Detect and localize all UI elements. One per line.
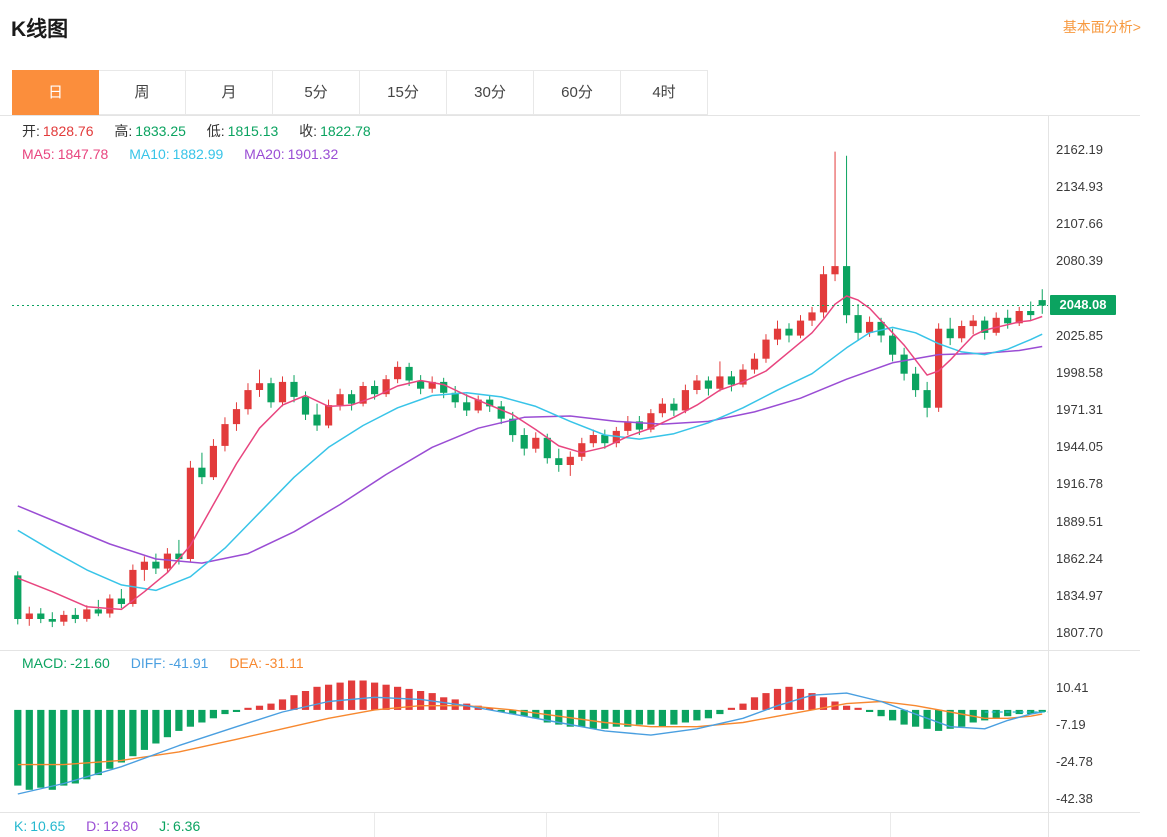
- dea-label: DEA:: [229, 655, 262, 671]
- tab-4hour[interactable]: 4时: [621, 70, 708, 115]
- ohlc-open-value: 1828.76: [42, 123, 94, 139]
- macd-chart[interactable]: [12, 650, 1048, 812]
- macd-value: -21.60: [70, 655, 110, 671]
- macd-label: MACD:: [22, 655, 68, 671]
- ma5-legend: MA5: 1847.78: [22, 146, 111, 162]
- axis-label: -24.78: [1056, 754, 1093, 769]
- axis-label: 1834.97: [1056, 587, 1103, 603]
- diff-value: -41.91: [168, 655, 209, 671]
- dea-legend: DEA: -31.11: [229, 655, 306, 671]
- kdj-legend: K: 10.65 D: 12.80 J: 6.36: [14, 818, 217, 834]
- ma10-legend: MA10: 1882.99: [129, 146, 226, 162]
- ma20-label: MA20:: [244, 146, 285, 162]
- ohlc-close-value: 1822.78: [320, 123, 371, 139]
- axis-label: 2025.85: [1056, 327, 1103, 343]
- divider-macd: [0, 650, 1140, 651]
- axis-label: -42.38: [1056, 791, 1093, 806]
- axis-label: 1944.05: [1056, 439, 1103, 455]
- page-title: K线图: [11, 18, 69, 41]
- ohlc-low-value: 1815.13: [227, 123, 279, 139]
- axis-label: 1998.58: [1056, 364, 1103, 380]
- ohlc-close-label: 收:: [299, 123, 318, 139]
- ma10-label: MA10:: [129, 146, 170, 162]
- ohlc-high-label: 高:: [114, 123, 133, 139]
- j-label: J:: [159, 818, 170, 834]
- tab-5min[interactable]: 5分: [273, 70, 360, 115]
- grid-tick: [546, 813, 547, 837]
- ma20-value: 1901.32: [287, 146, 339, 162]
- current-price-badge: 2048.08: [1050, 295, 1116, 315]
- axis-separator: [1048, 115, 1049, 837]
- j-value: 6.36: [173, 818, 201, 834]
- grid-tick: [374, 813, 375, 837]
- tab-15min[interactable]: 15分: [360, 70, 447, 115]
- tab-day[interactable]: 日: [12, 70, 99, 115]
- diff-label: DIFF:: [130, 655, 166, 671]
- axis-label: 1971.31: [1056, 402, 1103, 418]
- ohlc-high-value: 1833.25: [135, 123, 186, 139]
- ma10-value: 1882.99: [172, 146, 224, 162]
- ma5-value: 1847.78: [57, 146, 109, 162]
- axis-label: 1916.78: [1056, 476, 1103, 492]
- tab-month[interactable]: 月: [186, 70, 273, 115]
- axis-label: 1889.51: [1056, 513, 1103, 529]
- dea-value: -31.11: [265, 655, 304, 671]
- grid-tick: [718, 813, 719, 837]
- ohlc-low-label: 低:: [206, 123, 225, 139]
- divider-top: [0, 115, 1140, 116]
- axis-label: -7.19: [1056, 717, 1086, 732]
- tab-30min[interactable]: 30分: [447, 70, 534, 115]
- d-value: 12.80: [103, 818, 139, 834]
- axis-label: 10.41: [1056, 680, 1089, 695]
- k-label: K:: [14, 818, 28, 834]
- d-legend: D: 12.80: [86, 818, 141, 834]
- tab-60min[interactable]: 60分: [534, 70, 621, 115]
- axis-label: 2134.93: [1056, 179, 1103, 195]
- axis-label: 1807.70: [1056, 625, 1103, 640]
- axis-label: 2162.19: [1056, 142, 1103, 157]
- fundamental-analysis-link[interactable]: 基本面分析>: [1062, 19, 1141, 35]
- macd-value-legend: MACD: -21.60: [22, 655, 113, 671]
- k-legend: K: 10.65: [14, 818, 68, 834]
- macd-legend: MACD: -21.60 DIFF: -41.91 DEA: -31.11: [22, 655, 321, 671]
- ohlc-open-label: 开:: [22, 123, 40, 139]
- tab-week[interactable]: 周: [99, 70, 186, 115]
- j-legend: J: 6.36: [159, 818, 203, 834]
- diff-legend: DIFF: -41.91: [131, 655, 212, 671]
- d-label: D:: [86, 818, 101, 834]
- candlestick-chart[interactable]: [12, 115, 1048, 648]
- axis-label: 1862.24: [1056, 550, 1103, 566]
- ma-legend: MA5: 1847.78 MA10: 1882.99 MA20: 1901.32: [22, 146, 355, 162]
- ma5-label: MA5:: [22, 146, 55, 162]
- grid-tick: [890, 813, 891, 837]
- axis-label: 2107.66: [1056, 216, 1103, 232]
- divider-kdj: [0, 812, 1140, 813]
- axis-label: 2080.39: [1056, 253, 1103, 269]
- k-value: 10.65: [30, 818, 66, 834]
- ma20-legend: MA20: 1901.32: [244, 146, 341, 162]
- period-tab-bar: 日 周 月 5分 15分 30分 60分 4时: [12, 70, 708, 115]
- ohlc-legend: 开: 1828.76 高: 1833.25 低: 1815.13 收: 1822.78: [22, 121, 388, 141]
